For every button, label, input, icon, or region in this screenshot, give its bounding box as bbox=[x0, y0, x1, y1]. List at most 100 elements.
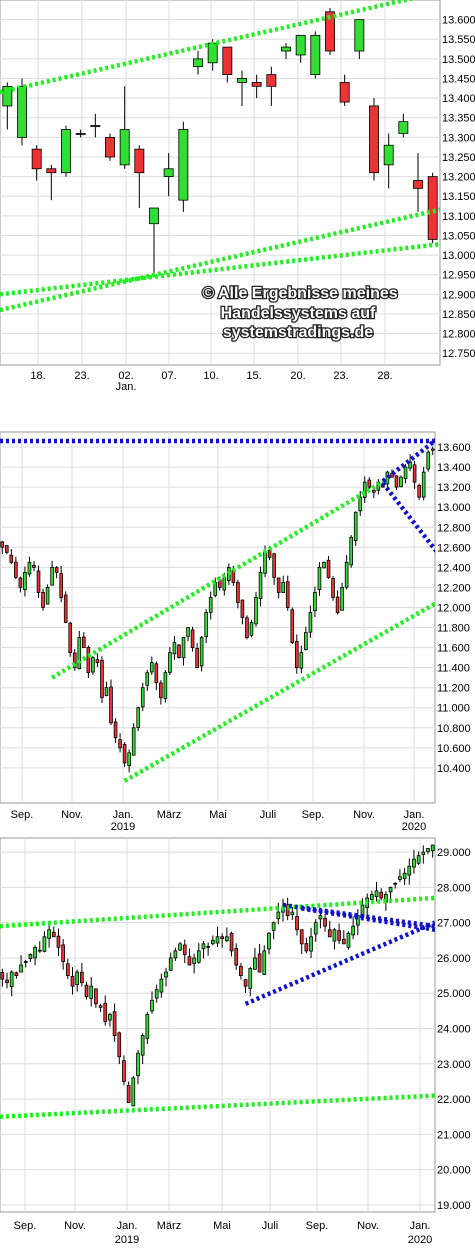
candles bbox=[2, 7, 438, 275]
candle-down bbox=[122, 1060, 126, 1082]
x-tick-label: Nov. bbox=[353, 809, 375, 821]
candle-down bbox=[5, 979, 9, 984]
candle-down bbox=[326, 559, 331, 578]
candle-up bbox=[263, 551, 267, 574]
y-tick-label: 19.000 bbox=[437, 1200, 471, 1212]
x-tick-label: Sep. bbox=[306, 1220, 329, 1232]
candle-down bbox=[105, 136, 115, 158]
candle-up bbox=[253, 957, 257, 970]
green-trendline bbox=[0, 895, 435, 929]
watermark-line: Handelssystems auf bbox=[221, 305, 376, 322]
candle-down bbox=[234, 948, 239, 966]
candle-up bbox=[42, 936, 47, 952]
candle-down bbox=[367, 479, 372, 488]
candle-up bbox=[295, 34, 306, 56]
candle-up bbox=[181, 637, 186, 659]
y-tick-label: 11.600 bbox=[437, 643, 470, 655]
y-tick-label: 21.000 bbox=[437, 1129, 471, 1141]
candle-down bbox=[379, 891, 384, 899]
y-tick-label: 11.200 bbox=[437, 683, 470, 695]
candle-up bbox=[23, 961, 28, 963]
candle-down bbox=[222, 46, 233, 75]
candle-down bbox=[295, 916, 299, 931]
y-tick-label: 29.000 bbox=[437, 847, 471, 859]
candle-down bbox=[335, 596, 340, 613]
candle-up bbox=[310, 34, 321, 75]
candle-down bbox=[412, 464, 417, 483]
candle-down bbox=[177, 644, 181, 659]
candle-up bbox=[430, 448, 435, 451]
x-tick-label: Jan. bbox=[410, 1220, 431, 1232]
candle-up bbox=[149, 207, 159, 225]
candle-down bbox=[100, 659, 104, 699]
candle-down bbox=[56, 935, 61, 948]
green-trendline bbox=[50, 477, 389, 680]
candle-up bbox=[89, 985, 94, 999]
y-tick-label: 12.600 bbox=[437, 542, 471, 554]
candle-up bbox=[399, 476, 403, 488]
green-trendline bbox=[0, 1093, 435, 1119]
candle-up bbox=[193, 58, 203, 68]
candle-up bbox=[421, 471, 426, 498]
blue-trendline bbox=[244, 920, 435, 1006]
candle-down bbox=[61, 944, 65, 962]
y-tick-label: 22.000 bbox=[437, 1094, 471, 1106]
candle-down bbox=[390, 473, 394, 478]
candle-down bbox=[190, 629, 195, 648]
candle-up bbox=[421, 851, 426, 855]
candle-down bbox=[290, 609, 295, 643]
x-tick-sublabel: 2019 bbox=[115, 1234, 139, 1246]
candle-up bbox=[318, 915, 323, 920]
candle-down bbox=[54, 567, 59, 573]
candle-up bbox=[426, 848, 430, 853]
candle-down bbox=[4, 545, 9, 553]
candle-up bbox=[388, 886, 393, 893]
candle-down bbox=[341, 938, 346, 945]
candle-up bbox=[149, 662, 154, 673]
candle-down bbox=[159, 682, 163, 699]
candle-up bbox=[416, 855, 421, 864]
candle-up bbox=[309, 936, 313, 952]
candle-up bbox=[140, 687, 145, 708]
candle-down bbox=[14, 561, 18, 578]
candle-up bbox=[159, 978, 164, 993]
x-tick-label: 18. bbox=[30, 370, 45, 382]
y-tick-label: 12.000 bbox=[437, 602, 471, 614]
candle-up bbox=[407, 865, 412, 876]
candle-up bbox=[213, 582, 218, 596]
x-tick-sublabel: Jan. bbox=[116, 381, 137, 393]
candle-down bbox=[117, 1032, 122, 1058]
candle-up bbox=[163, 168, 174, 178]
watermark-line: systemstradings.de bbox=[223, 324, 373, 341]
candle-up bbox=[210, 939, 215, 945]
trendlines bbox=[0, 0, 440, 313]
chart-panel-3: 29.000 28.000 27.000 26.000 25.000 24.000 23.0… bbox=[0, 837, 471, 1246]
candle-down bbox=[276, 577, 281, 593]
candle-down bbox=[63, 594, 68, 623]
candle-down bbox=[109, 686, 113, 724]
blue-trendline bbox=[381, 481, 435, 554]
candle-down bbox=[266, 74, 277, 87]
watermark-line: © Alle Ergebnisse meines bbox=[202, 285, 397, 302]
candle-up bbox=[370, 894, 374, 900]
candle-up bbox=[408, 461, 412, 469]
y-tick-label: 25.000 bbox=[437, 988, 471, 1000]
y-tick-label: 10.600 bbox=[437, 743, 471, 755]
candle-up bbox=[208, 597, 213, 613]
candle-down bbox=[94, 988, 98, 1005]
candle-up bbox=[262, 950, 267, 975]
candle-down bbox=[14, 972, 19, 977]
candles bbox=[0, 446, 435, 773]
candle-down bbox=[236, 582, 240, 603]
candle-up bbox=[140, 1035, 145, 1056]
candle-down bbox=[394, 475, 399, 488]
candle-up bbox=[344, 561, 349, 588]
candle-up bbox=[145, 1014, 150, 1039]
candle-down bbox=[37, 949, 42, 952]
candle-down bbox=[103, 1002, 108, 1022]
candle-up bbox=[201, 943, 206, 950]
candle-down bbox=[337, 930, 341, 941]
x-tick-label: Jan. bbox=[404, 809, 425, 821]
candle-up bbox=[271, 922, 276, 931]
